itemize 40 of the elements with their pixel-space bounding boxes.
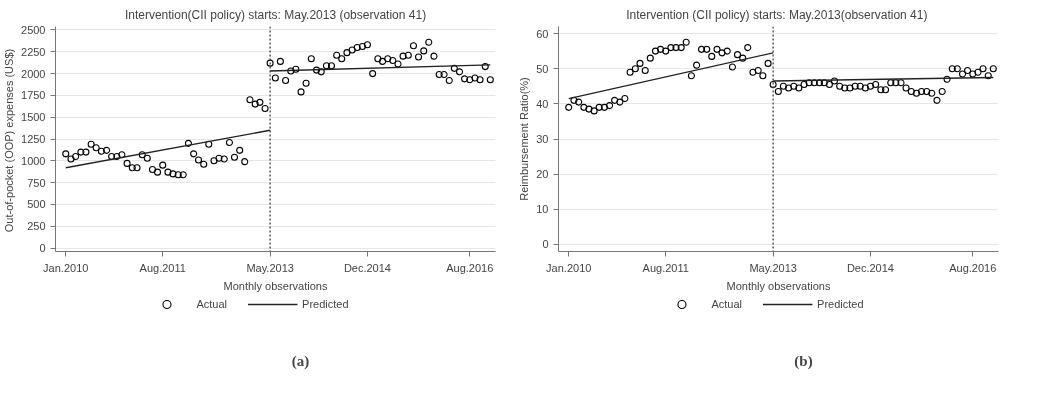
x-tick-label: Aug.2016 [446,261,494,274]
x-tick-label: Aug.2011 [642,261,689,274]
chart-title: Intervention (CII policy) starts: May.2013(observation 41) [626,7,928,22]
chart-title: Intervention(CII policy) starts: May.2013 (observation 41) [124,7,427,22]
legend-label: Predicted [817,298,864,310]
y-tick-label: 1500 [21,111,46,124]
x-axis-title: Monthly observations [223,279,328,292]
y-tick-label: 250 [27,220,46,233]
x-axis-title: Monthly observations [726,279,831,292]
y-tick-label: 2000 [21,67,46,80]
x-tick-label: Jan.2010 [546,261,592,274]
x-tick-label: Aug.2016 [949,261,997,274]
legend-label: Predicted [302,298,349,310]
y-tick-label: 750 [27,176,46,189]
y-axis-title: Out-of-pocket (OOP) expenses (US$) [3,48,16,233]
legend-label: Actual [711,298,743,310]
y-axis-title: Reimbursement Ratio(%) [518,77,531,201]
y-tick-label: 20 [536,168,549,181]
x-tick-label: Aug.2011 [139,261,186,274]
y-tick-label: 0 [39,242,46,255]
text: (a) [291,352,310,370]
x-tick-label: May.2013 [246,261,294,274]
y-tick-label: 0 [542,238,549,251]
y-tick-label: 2250 [21,45,46,58]
y-tick-label: 30 [536,133,549,145]
y-tick-label: 50 [536,62,549,75]
x-tick-label: May.2013 [749,261,797,274]
x-tick-label: Jan.2010 [43,261,89,274]
y-tick-label: 10 [536,203,549,216]
y-tick-label: 60 [536,27,549,40]
y-tick-label: 2500 [21,23,46,36]
y-tick-label: 1250 [21,133,46,145]
x-tick-label: Dec.2014 [343,261,391,274]
y-tick-label: 1000 [21,154,46,167]
legend-label: Actual [196,298,228,310]
y-tick-label: 1750 [21,89,46,102]
y-tick-label: 40 [536,97,549,110]
y-tick-label: 500 [27,198,46,211]
text: (b) [794,352,813,370]
x-tick-label: Dec.2014 [846,261,894,274]
